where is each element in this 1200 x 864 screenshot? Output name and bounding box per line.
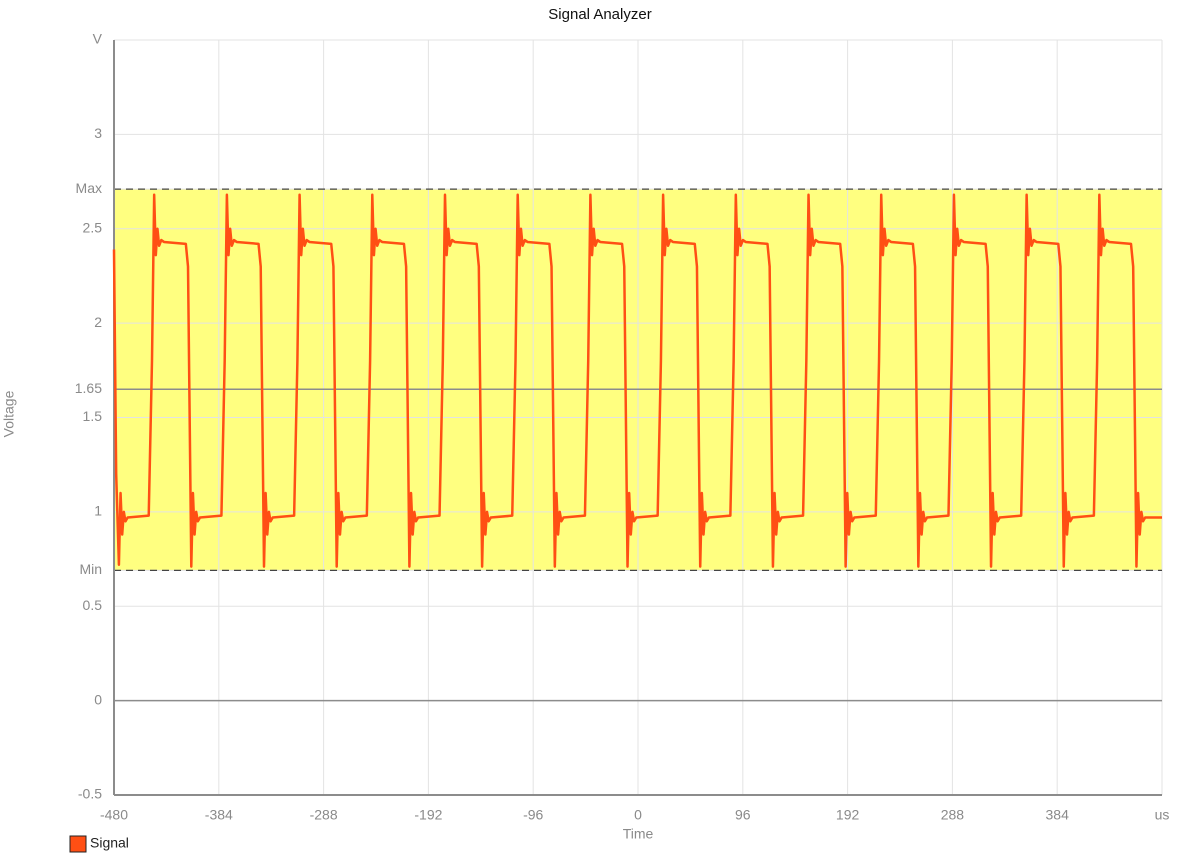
y-tick-label: 0 (94, 691, 102, 707)
x-tick-label: -480 (100, 807, 128, 823)
y-tick-label: 1 (94, 503, 102, 519)
y-tick-label: 2 (94, 314, 102, 330)
y-tick-label: Min (79, 561, 102, 577)
x-tick-label: -384 (205, 807, 233, 823)
legend-swatch (69, 835, 87, 853)
legend-label: Signal (90, 835, 129, 851)
plot-foreground: -0.5 0 0.5 Min 1 1.5 1.65 2 2.5 Max 3 V -480 -384 -288… (69, 31, 1170, 853)
y-tick-label: V (93, 31, 103, 47)
x-axis-title: Time (623, 826, 654, 842)
chart-title: Signal Analyzer (548, 6, 651, 23)
x-tick-label: -192 (414, 807, 442, 823)
y-tick-label: 0.5 (83, 597, 103, 613)
x-tick-label: -288 (310, 807, 338, 823)
y-tick-label: Max (76, 180, 102, 196)
x-tick-label: 384 (1046, 807, 1070, 823)
y-tick-label: 1.65 (75, 380, 102, 396)
signal-line (112, 193, 1162, 568)
y-tick-label: 3 (94, 125, 102, 141)
y-tick-label: 2.5 (83, 219, 103, 235)
x-tick-label: us (1155, 807, 1170, 823)
x-tick-label: 192 (836, 807, 860, 823)
x-tick-label: 0 (634, 807, 642, 823)
x-tick-label: 96 (735, 807, 751, 823)
y-tick-label: 1.5 (83, 408, 103, 424)
x-tick-label: 288 (941, 807, 965, 823)
y-tick-label: -0.5 (78, 786, 102, 802)
y-axis-title: Voltage (1, 390, 17, 437)
x-tick-label: -96 (523, 807, 543, 823)
plot-background (113, 39, 1163, 796)
